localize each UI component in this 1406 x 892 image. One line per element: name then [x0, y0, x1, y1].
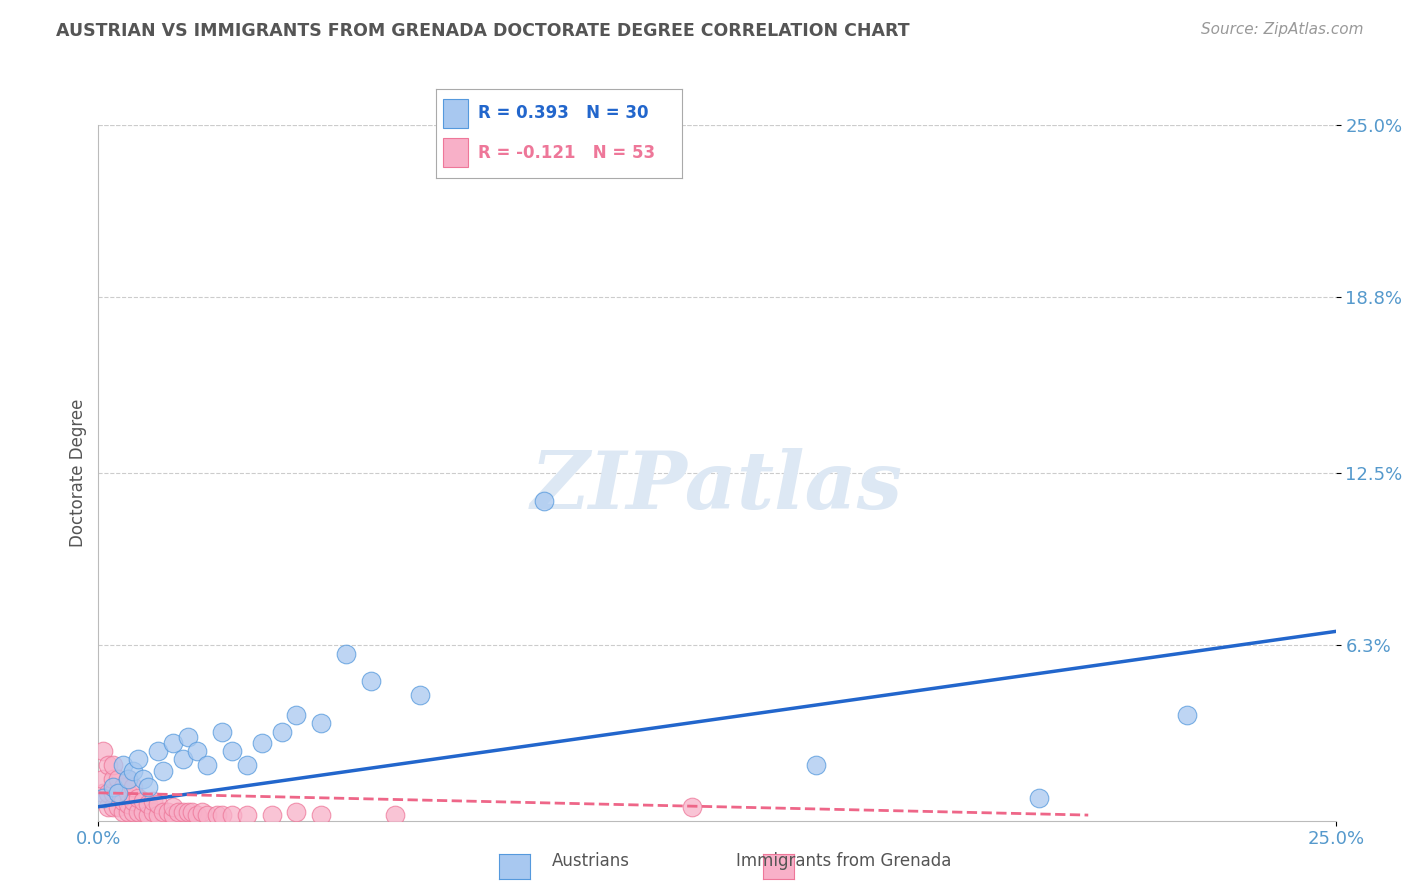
- Point: [360, 674, 382, 689]
- Point: [1175, 707, 1198, 722]
- Point: [195, 758, 218, 772]
- Point: [162, 799, 184, 814]
- Point: [127, 752, 149, 766]
- FancyBboxPatch shape: [443, 99, 468, 128]
- Point: [166, 805, 188, 820]
- Point: [103, 758, 125, 772]
- Point: [1028, 791, 1050, 805]
- Point: [122, 794, 145, 808]
- Point: [97, 758, 120, 772]
- Point: [93, 744, 115, 758]
- Point: [136, 780, 159, 795]
- Point: [122, 764, 145, 778]
- Point: [142, 805, 165, 820]
- Point: [136, 797, 159, 811]
- Point: [176, 805, 198, 820]
- Point: [107, 786, 129, 800]
- Point: [681, 799, 703, 814]
- Point: [93, 772, 115, 786]
- Point: [107, 799, 129, 814]
- Point: [250, 736, 273, 750]
- Point: [270, 724, 292, 739]
- Point: [221, 744, 243, 758]
- Point: [107, 772, 129, 786]
- Text: Austrians: Austrians: [551, 852, 630, 870]
- Point: [152, 764, 174, 778]
- Point: [112, 780, 135, 795]
- Point: [132, 772, 155, 786]
- Point: [112, 758, 135, 772]
- Point: [146, 808, 169, 822]
- Point: [236, 758, 259, 772]
- Point: [205, 808, 228, 822]
- Point: [309, 716, 332, 731]
- Point: [172, 805, 194, 820]
- Point: [211, 724, 233, 739]
- Point: [117, 772, 139, 786]
- Point: [93, 786, 115, 800]
- Point: [132, 805, 155, 820]
- Point: [103, 780, 125, 795]
- Text: Source: ZipAtlas.com: Source: ZipAtlas.com: [1201, 22, 1364, 37]
- Point: [181, 805, 204, 820]
- Point: [195, 808, 218, 822]
- Point: [112, 805, 135, 820]
- Point: [122, 780, 145, 795]
- Y-axis label: Doctorate Degree: Doctorate Degree: [69, 399, 87, 547]
- Point: [112, 794, 135, 808]
- Text: AUSTRIAN VS IMMIGRANTS FROM GRENADA DOCTORATE DEGREE CORRELATION CHART: AUSTRIAN VS IMMIGRANTS FROM GRENADA DOCT…: [56, 22, 910, 40]
- Point: [103, 772, 125, 786]
- Point: [97, 799, 120, 814]
- Text: R = -0.121   N = 53: R = -0.121 N = 53: [478, 144, 655, 161]
- Point: [186, 808, 208, 822]
- Point: [117, 772, 139, 786]
- Point: [136, 808, 159, 822]
- Point: [260, 808, 283, 822]
- Point: [117, 805, 139, 820]
- Point: [285, 805, 308, 820]
- Point: [186, 744, 208, 758]
- Point: [156, 805, 179, 820]
- Point: [533, 493, 555, 508]
- Point: [146, 797, 169, 811]
- Point: [211, 808, 233, 822]
- Point: [162, 736, 184, 750]
- Point: [93, 791, 115, 805]
- Point: [309, 808, 332, 822]
- Point: [142, 794, 165, 808]
- Point: [172, 752, 194, 766]
- FancyBboxPatch shape: [443, 138, 468, 167]
- Point: [146, 744, 169, 758]
- Point: [384, 808, 406, 822]
- Point: [176, 730, 198, 744]
- Point: [191, 805, 214, 820]
- Point: [127, 791, 149, 805]
- Point: [285, 707, 308, 722]
- Point: [103, 799, 125, 814]
- Point: [221, 808, 243, 822]
- Point: [236, 808, 259, 822]
- Point: [107, 786, 129, 800]
- Point: [117, 797, 139, 811]
- Point: [122, 805, 145, 820]
- Point: [132, 794, 155, 808]
- Point: [804, 758, 827, 772]
- Point: [162, 808, 184, 822]
- Point: [335, 647, 357, 661]
- Text: R = 0.393   N = 30: R = 0.393 N = 30: [478, 104, 648, 122]
- Text: Immigrants from Grenada: Immigrants from Grenada: [735, 852, 952, 870]
- Text: ZIPatlas: ZIPatlas: [531, 448, 903, 525]
- Point: [97, 786, 120, 800]
- Point: [409, 689, 432, 703]
- Point: [117, 786, 139, 800]
- Point: [152, 805, 174, 820]
- Point: [103, 786, 125, 800]
- Point: [127, 805, 149, 820]
